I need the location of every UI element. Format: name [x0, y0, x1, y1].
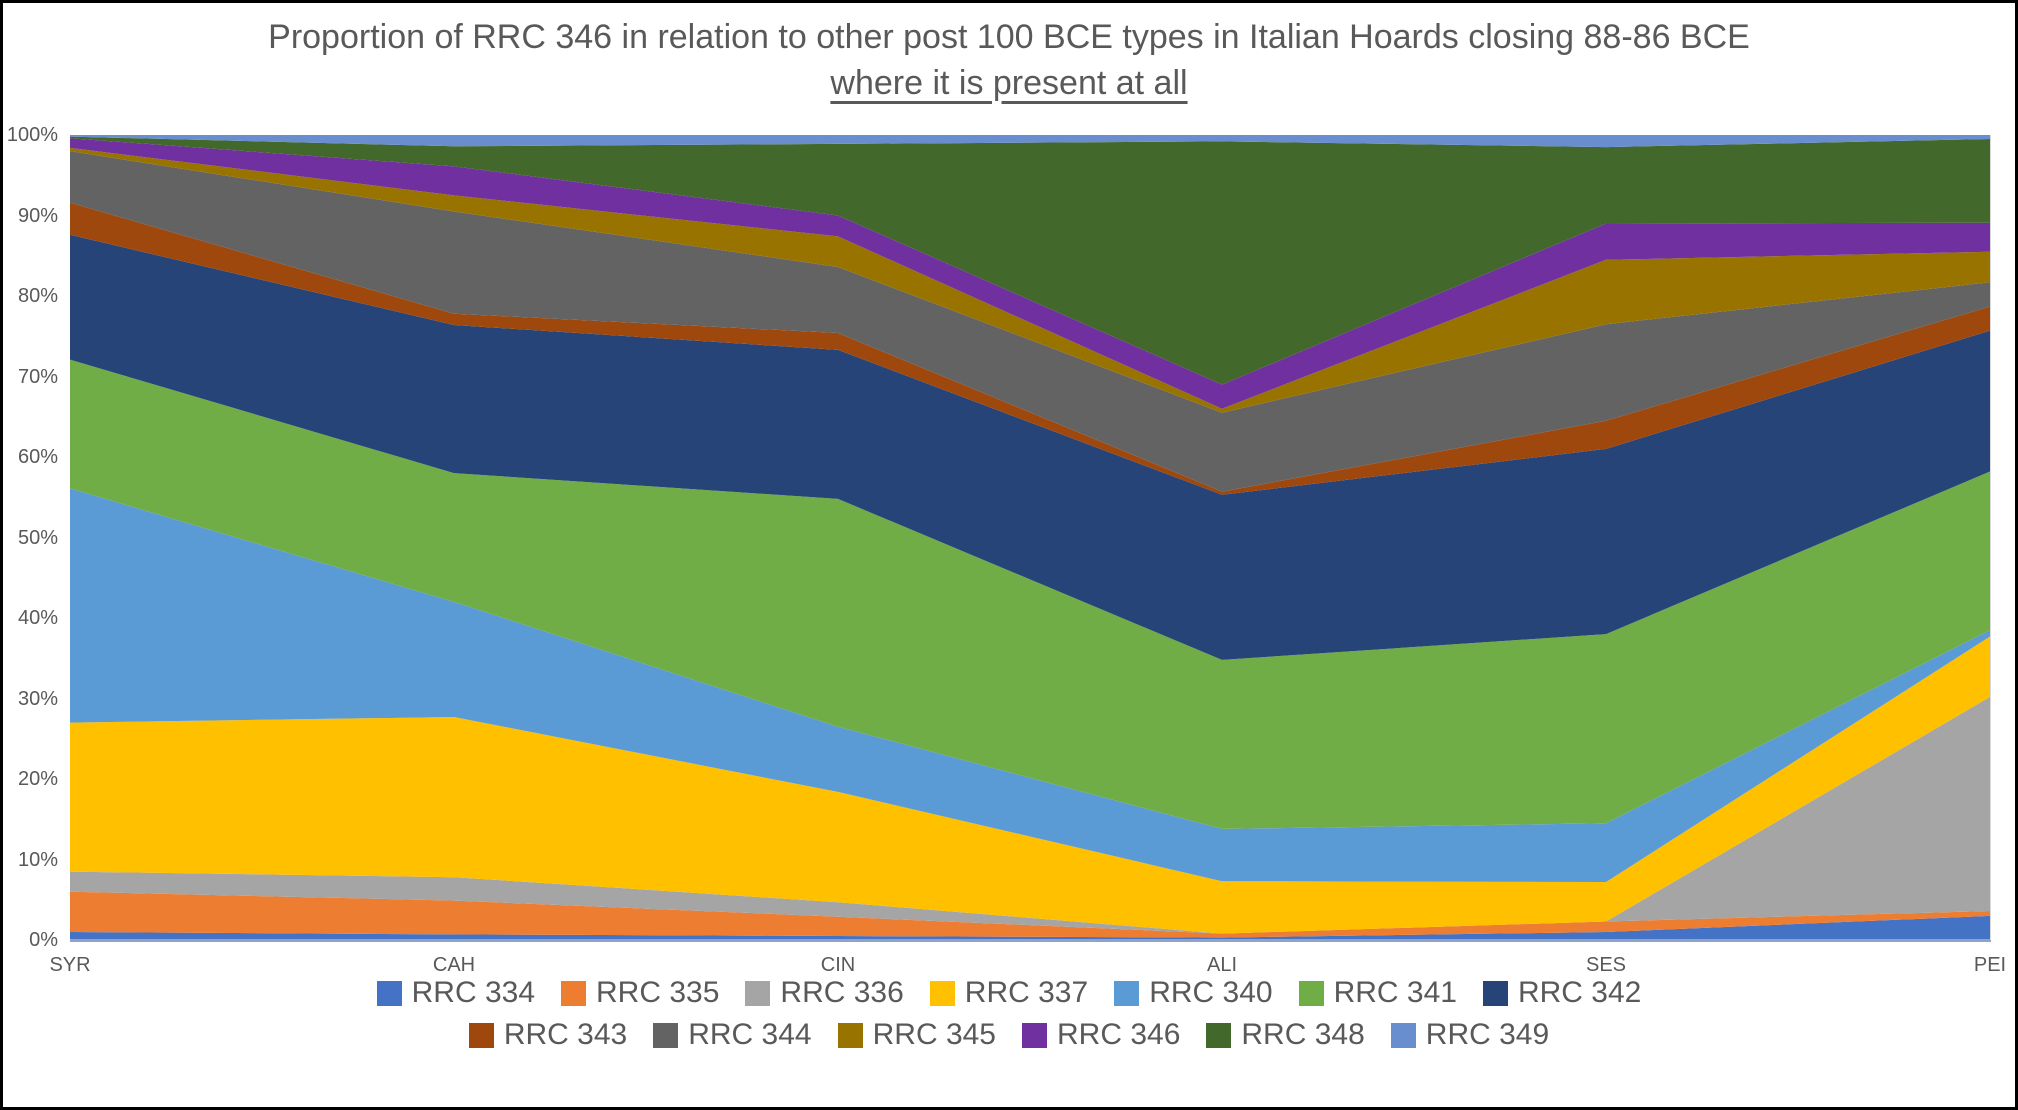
- legend-swatch-icon: [745, 980, 771, 1006]
- legend-swatch-icon: [376, 980, 402, 1006]
- legend-label: RRC 342: [1517, 976, 1642, 1009]
- legend-swatch-icon: [1206, 1022, 1232, 1048]
- area-series-rrc-348: [70, 136, 1990, 385]
- area-series-rrc-344: [70, 151, 1990, 492]
- legend-swatch-icon: [1390, 1022, 1416, 1048]
- legend-swatch-icon: [653, 1022, 679, 1048]
- area-series-rrc-345: [70, 147, 1990, 413]
- x-axis-label-ali: ALI: [1206, 954, 1238, 976]
- legend-swatch-icon: [929, 980, 955, 1006]
- legend-label: RRC 337: [964, 976, 1089, 1009]
- plot-area: [70, 135, 1990, 940]
- y-axis-tick-90: 90%: [17, 204, 58, 227]
- legend-row-2: RRC 343 RRC 344 RRC 345 RRC 346 RRC 348 RRC 3…: [456, 1018, 1562, 1052]
- legend-swatch-icon: [561, 980, 587, 1006]
- y-axis-tick-30: 30%: [17, 687, 58, 710]
- y-axis-tick-0: 0%: [29, 929, 58, 951]
- x-axis-label-pei: PEI: [1973, 954, 2007, 976]
- area-series-rrc-342: [70, 234, 1990, 660]
- legend-item-rrc-343: RRC 343: [468, 1018, 628, 1052]
- legend-item-rrc-340: RRC 340: [1114, 976, 1273, 1010]
- legend-item-rrc-349: RRC 349: [1390, 1018, 1550, 1052]
- x-axis-label-cin: CIN: [820, 954, 856, 976]
- chart-title: Proportion of RRC 346 in relation to oth…: [0, 16, 2018, 108]
- legend-item-rrc-336: RRC 336: [745, 976, 904, 1010]
- legend-label: RRC 335: [596, 976, 720, 1009]
- x-axis-line: [70, 939, 1991, 942]
- legend-swatch-icon: [1298, 980, 1324, 1006]
- legend-swatch-icon: [468, 1022, 494, 1048]
- legend-item-rrc-346: RRC 346: [1022, 1018, 1180, 1052]
- stacked-area-svg: [70, 135, 1990, 940]
- legend-label: RRC 349: [1425, 1018, 1550, 1051]
- legend-label: RRC 341: [1333, 976, 1457, 1009]
- legend-label: RRC 343: [503, 1018, 628, 1051]
- legend-item-rrc-335: RRC 335: [561, 976, 719, 1010]
- x-axis-label-cah: CAH: [432, 954, 476, 976]
- y-axis-tick-10: 10%: [17, 848, 58, 871]
- x-axis-label-syr: SYR: [49, 954, 91, 976]
- area-series-rrc-336: [70, 696, 1990, 934]
- legend-label: RRC 336: [780, 976, 904, 1009]
- y-axis-tick-20: 20%: [17, 768, 58, 790]
- legend-label: RRC 348: [1241, 1018, 1365, 1051]
- legend-swatch-icon: [837, 1022, 863, 1048]
- legend-row-1: RRC 334 RRC 335 RRC 336 RRC 337 RRC 340 RRC 3…: [364, 976, 1655, 1010]
- area-series-rrc-334: [70, 915, 1990, 940]
- legend-label: RRC 340: [1149, 976, 1273, 1009]
- legend-item-rrc-348: RRC 348: [1206, 1018, 1365, 1052]
- legend-swatch-icon: [1114, 980, 1140, 1006]
- y-axis-tick-60: 60%: [17, 446, 58, 468]
- legend: RRC 334 RRC 335 RRC 336 RRC 337 RRC 340 RRC 3…: [0, 976, 2018, 1052]
- area-series-rrc-337: [70, 636, 1990, 934]
- legend-item-rrc-344: RRC 344: [653, 1018, 812, 1052]
- chart-title-line1: Proportion of RRC 346 in relation to oth…: [268, 18, 1750, 56]
- area-series-rrc-346: [70, 138, 1990, 409]
- legend-label: RRC 346: [1057, 1018, 1181, 1051]
- legend-label: RRC 344: [688, 1018, 812, 1051]
- legend-item-rrc-337: RRC 337: [929, 976, 1089, 1010]
- area-series-rrc-349: [70, 135, 1990, 148]
- area-series-rrc-335: [70, 891, 1990, 938]
- legend-swatch-icon: [1482, 980, 1508, 1006]
- y-axis-tick-40: 40%: [17, 607, 58, 629]
- legend-swatch-icon: [1022, 1022, 1047, 1048]
- legend-item-rrc-342: RRC 342: [1482, 976, 1642, 1010]
- x-axis-label-ses: SES: [1585, 954, 1627, 976]
- legend-label: RRC 334: [411, 976, 536, 1009]
- legend-label: RRC 345: [872, 1018, 996, 1051]
- legend-item-rrc-341: RRC 341: [1298, 976, 1457, 1010]
- legend-item-rrc-334: RRC 334: [376, 976, 536, 1010]
- y-axis-tick-50: 50%: [17, 526, 58, 549]
- y-axis-tick-100: 100%: [6, 124, 58, 146]
- plot-right-border: [1990, 135, 1991, 940]
- area-series-rrc-341: [70, 359, 1990, 829]
- area-series-rrc-340: [70, 488, 1990, 882]
- legend-item-rrc-345: RRC 345: [837, 1018, 996, 1052]
- y-axis-tick-80: 80%: [17, 285, 58, 307]
- chart-title-line2: where it is present at all: [830, 63, 1188, 102]
- y-axis-tick-70: 70%: [17, 365, 58, 388]
